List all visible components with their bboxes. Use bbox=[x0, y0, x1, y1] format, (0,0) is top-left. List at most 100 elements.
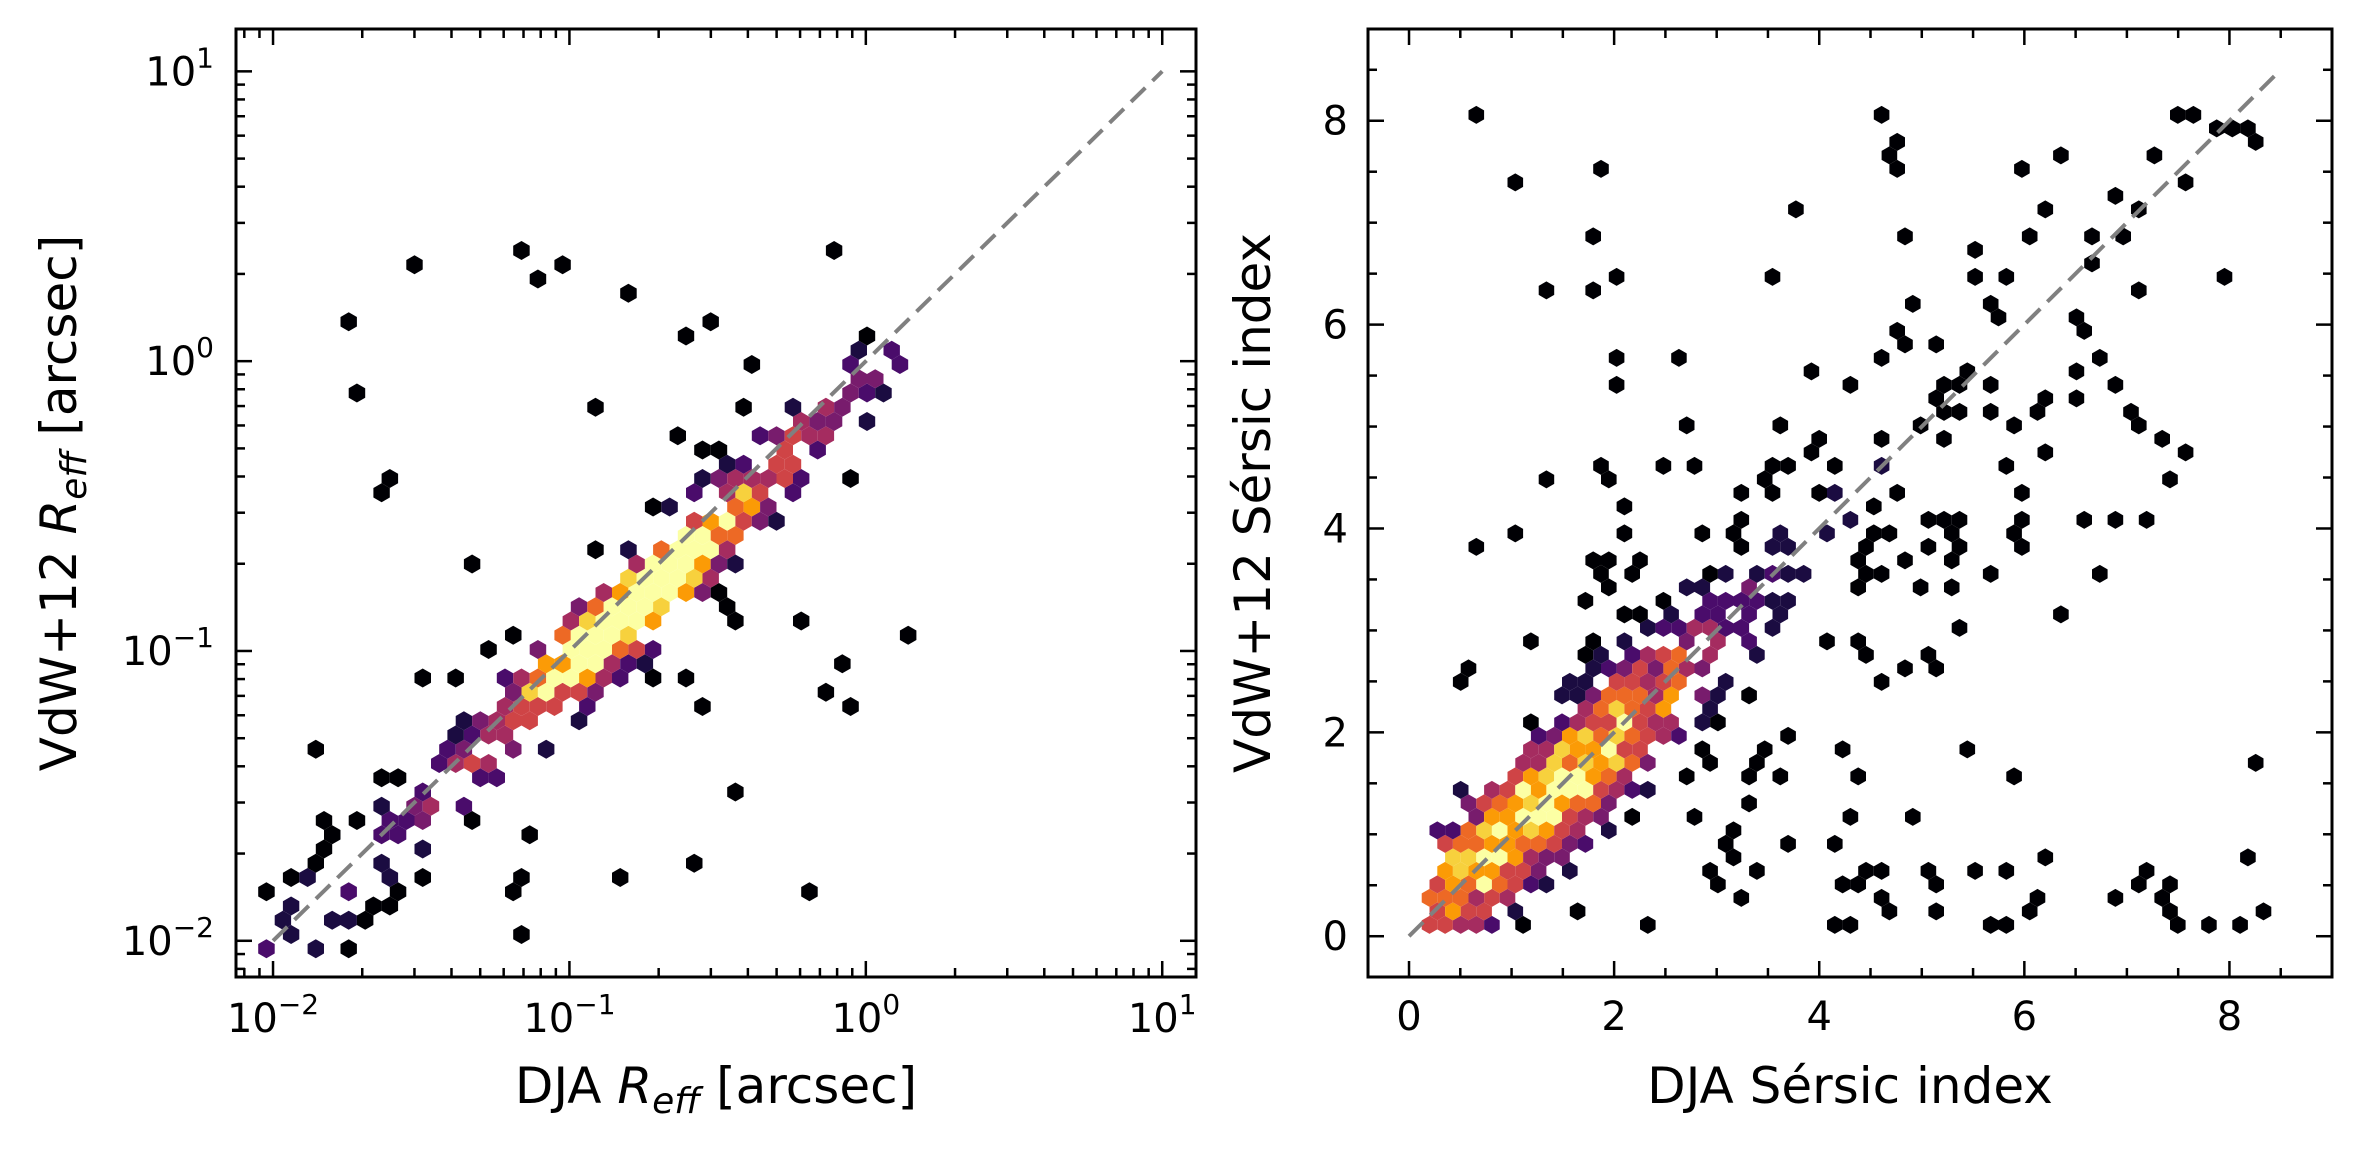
hexbin-cell bbox=[1632, 551, 1648, 570]
hexbin-cell bbox=[579, 640, 596, 659]
hexbin-cell bbox=[834, 654, 851, 674]
hexbin-cell bbox=[1764, 456, 1781, 475]
hexbin-cell bbox=[1632, 713, 1648, 732]
hexbin-cell bbox=[2170, 105, 2186, 124]
y-tick-label: 2 bbox=[1323, 710, 1348, 756]
hexbin-cell bbox=[570, 711, 588, 731]
hexbin-cell bbox=[1694, 686, 1711, 705]
hexbin-cell bbox=[1951, 510, 1968, 529]
hexbin-cell bbox=[743, 355, 761, 374]
hexbin-cell bbox=[529, 269, 547, 289]
hexbin-cell bbox=[1998, 915, 2015, 934]
hexbin-cell bbox=[1538, 740, 1555, 759]
hexbin-cell bbox=[1702, 753, 1718, 772]
hexbin-cell bbox=[1445, 848, 1461, 867]
hexbin-cell bbox=[1538, 794, 1555, 813]
hexbin-cell bbox=[825, 412, 843, 431]
hexbin-cell bbox=[718, 483, 736, 503]
hexbin-cell bbox=[628, 583, 645, 602]
hexbin-cell bbox=[1484, 807, 1500, 826]
hexbin-cell bbox=[537, 682, 555, 702]
hexbin-cell bbox=[694, 697, 711, 716]
hexbin-cell bbox=[1780, 537, 1796, 556]
hexbin-cell bbox=[1990, 308, 2007, 327]
hexbin-cell bbox=[620, 540, 637, 560]
hexbin-cell bbox=[1624, 645, 1640, 664]
hexbin-cell bbox=[727, 497, 744, 517]
hexbin-cell bbox=[686, 511, 703, 531]
x-tick-label: 6 bbox=[2012, 994, 2037, 1040]
hexbin-cell bbox=[546, 668, 563, 688]
hexbin-cell bbox=[710, 469, 728, 488]
hexbin-cell bbox=[1655, 591, 1672, 610]
hexbin-cell bbox=[1585, 686, 1601, 705]
hexbin-cell bbox=[784, 454, 802, 474]
hexbin-cell bbox=[669, 568, 686, 588]
hexbin-cell bbox=[1554, 686, 1570, 705]
hexbin-cell bbox=[1827, 456, 1843, 475]
hexbin-cell bbox=[1632, 686, 1648, 705]
hexbin-cell bbox=[381, 868, 399, 887]
hexbin-cell bbox=[1593, 159, 1609, 178]
hexbin-cell bbox=[1655, 456, 1672, 475]
hexbin-cell bbox=[1819, 632, 1835, 651]
hexbin-cell bbox=[842, 697, 859, 716]
hexbin-cell bbox=[1982, 375, 1999, 394]
hexbin-cell bbox=[1842, 375, 1859, 394]
hexbin-cell bbox=[324, 910, 341, 930]
hexbin-cell bbox=[513, 241, 530, 260]
hexbin-cell bbox=[1640, 915, 1656, 934]
hexbin-cell bbox=[1834, 740, 1851, 759]
hexbin-cell bbox=[1616, 740, 1633, 759]
hexbin-cell bbox=[1803, 362, 1820, 381]
hexbin-cell bbox=[1936, 375, 1952, 394]
hexbin-cell bbox=[1772, 416, 1789, 435]
hexbin-cell bbox=[587, 682, 604, 702]
hexbin-cell bbox=[735, 483, 752, 503]
hexbin-cell bbox=[1468, 888, 1485, 907]
y-tick-label: 6 bbox=[1323, 303, 1348, 349]
hexbin-cell bbox=[1507, 524, 1524, 543]
hexbin-cell bbox=[1951, 375, 1968, 394]
hexbin-cell bbox=[1733, 591, 1750, 610]
hexbin-cell bbox=[1764, 591, 1781, 610]
x-tick-label: 100 bbox=[831, 988, 900, 1042]
hexbin-cell bbox=[2029, 888, 2046, 907]
hexbin-cell bbox=[1523, 848, 1539, 867]
hexbin-cell bbox=[1499, 807, 1516, 826]
hexbin-cell bbox=[1616, 524, 1633, 543]
hexbin-cell bbox=[686, 540, 703, 560]
hexbin-cell bbox=[1850, 875, 1866, 894]
hexbin-cell bbox=[2006, 524, 2022, 543]
hexbin-cell bbox=[513, 668, 530, 688]
hexbin-cell bbox=[1936, 510, 1952, 529]
hexbin-cell bbox=[2170, 915, 2186, 934]
hexbin-cell bbox=[1632, 659, 1648, 678]
hexbin-cell bbox=[1460, 902, 1477, 921]
hexbin-cell bbox=[899, 625, 917, 645]
hexbin-cell bbox=[1569, 713, 1586, 732]
hexbin-cell bbox=[1702, 861, 1718, 880]
hexbin-cell bbox=[661, 583, 678, 602]
hexbin-cell bbox=[1749, 564, 1765, 583]
hexbin-cell bbox=[1702, 564, 1718, 583]
hexbin-cell bbox=[1982, 915, 1999, 934]
hexbin-cell bbox=[842, 355, 859, 374]
hexbin-cell bbox=[1678, 659, 1695, 678]
hexbin-cell bbox=[776, 469, 793, 488]
hexbin-cell bbox=[1577, 834, 1594, 853]
hexbin-cell bbox=[1710, 875, 1726, 894]
hexbin-cell bbox=[480, 754, 497, 773]
hexbin-cell bbox=[480, 725, 497, 745]
hexbin-cell bbox=[1468, 915, 1485, 934]
hexbin-cell bbox=[1678, 767, 1695, 786]
hexbin-cell bbox=[1452, 672, 1469, 691]
hexbin-cell bbox=[1530, 861, 1547, 880]
hexbin-cell bbox=[1741, 605, 1757, 624]
hexbin-cell bbox=[751, 426, 769, 446]
hexbin-cell bbox=[258, 939, 275, 959]
hexbin-cell bbox=[1452, 915, 1469, 934]
hexbin-cell bbox=[1460, 659, 1477, 678]
hexbin-cell bbox=[373, 768, 390, 788]
hexbin-cell bbox=[2247, 132, 2264, 151]
